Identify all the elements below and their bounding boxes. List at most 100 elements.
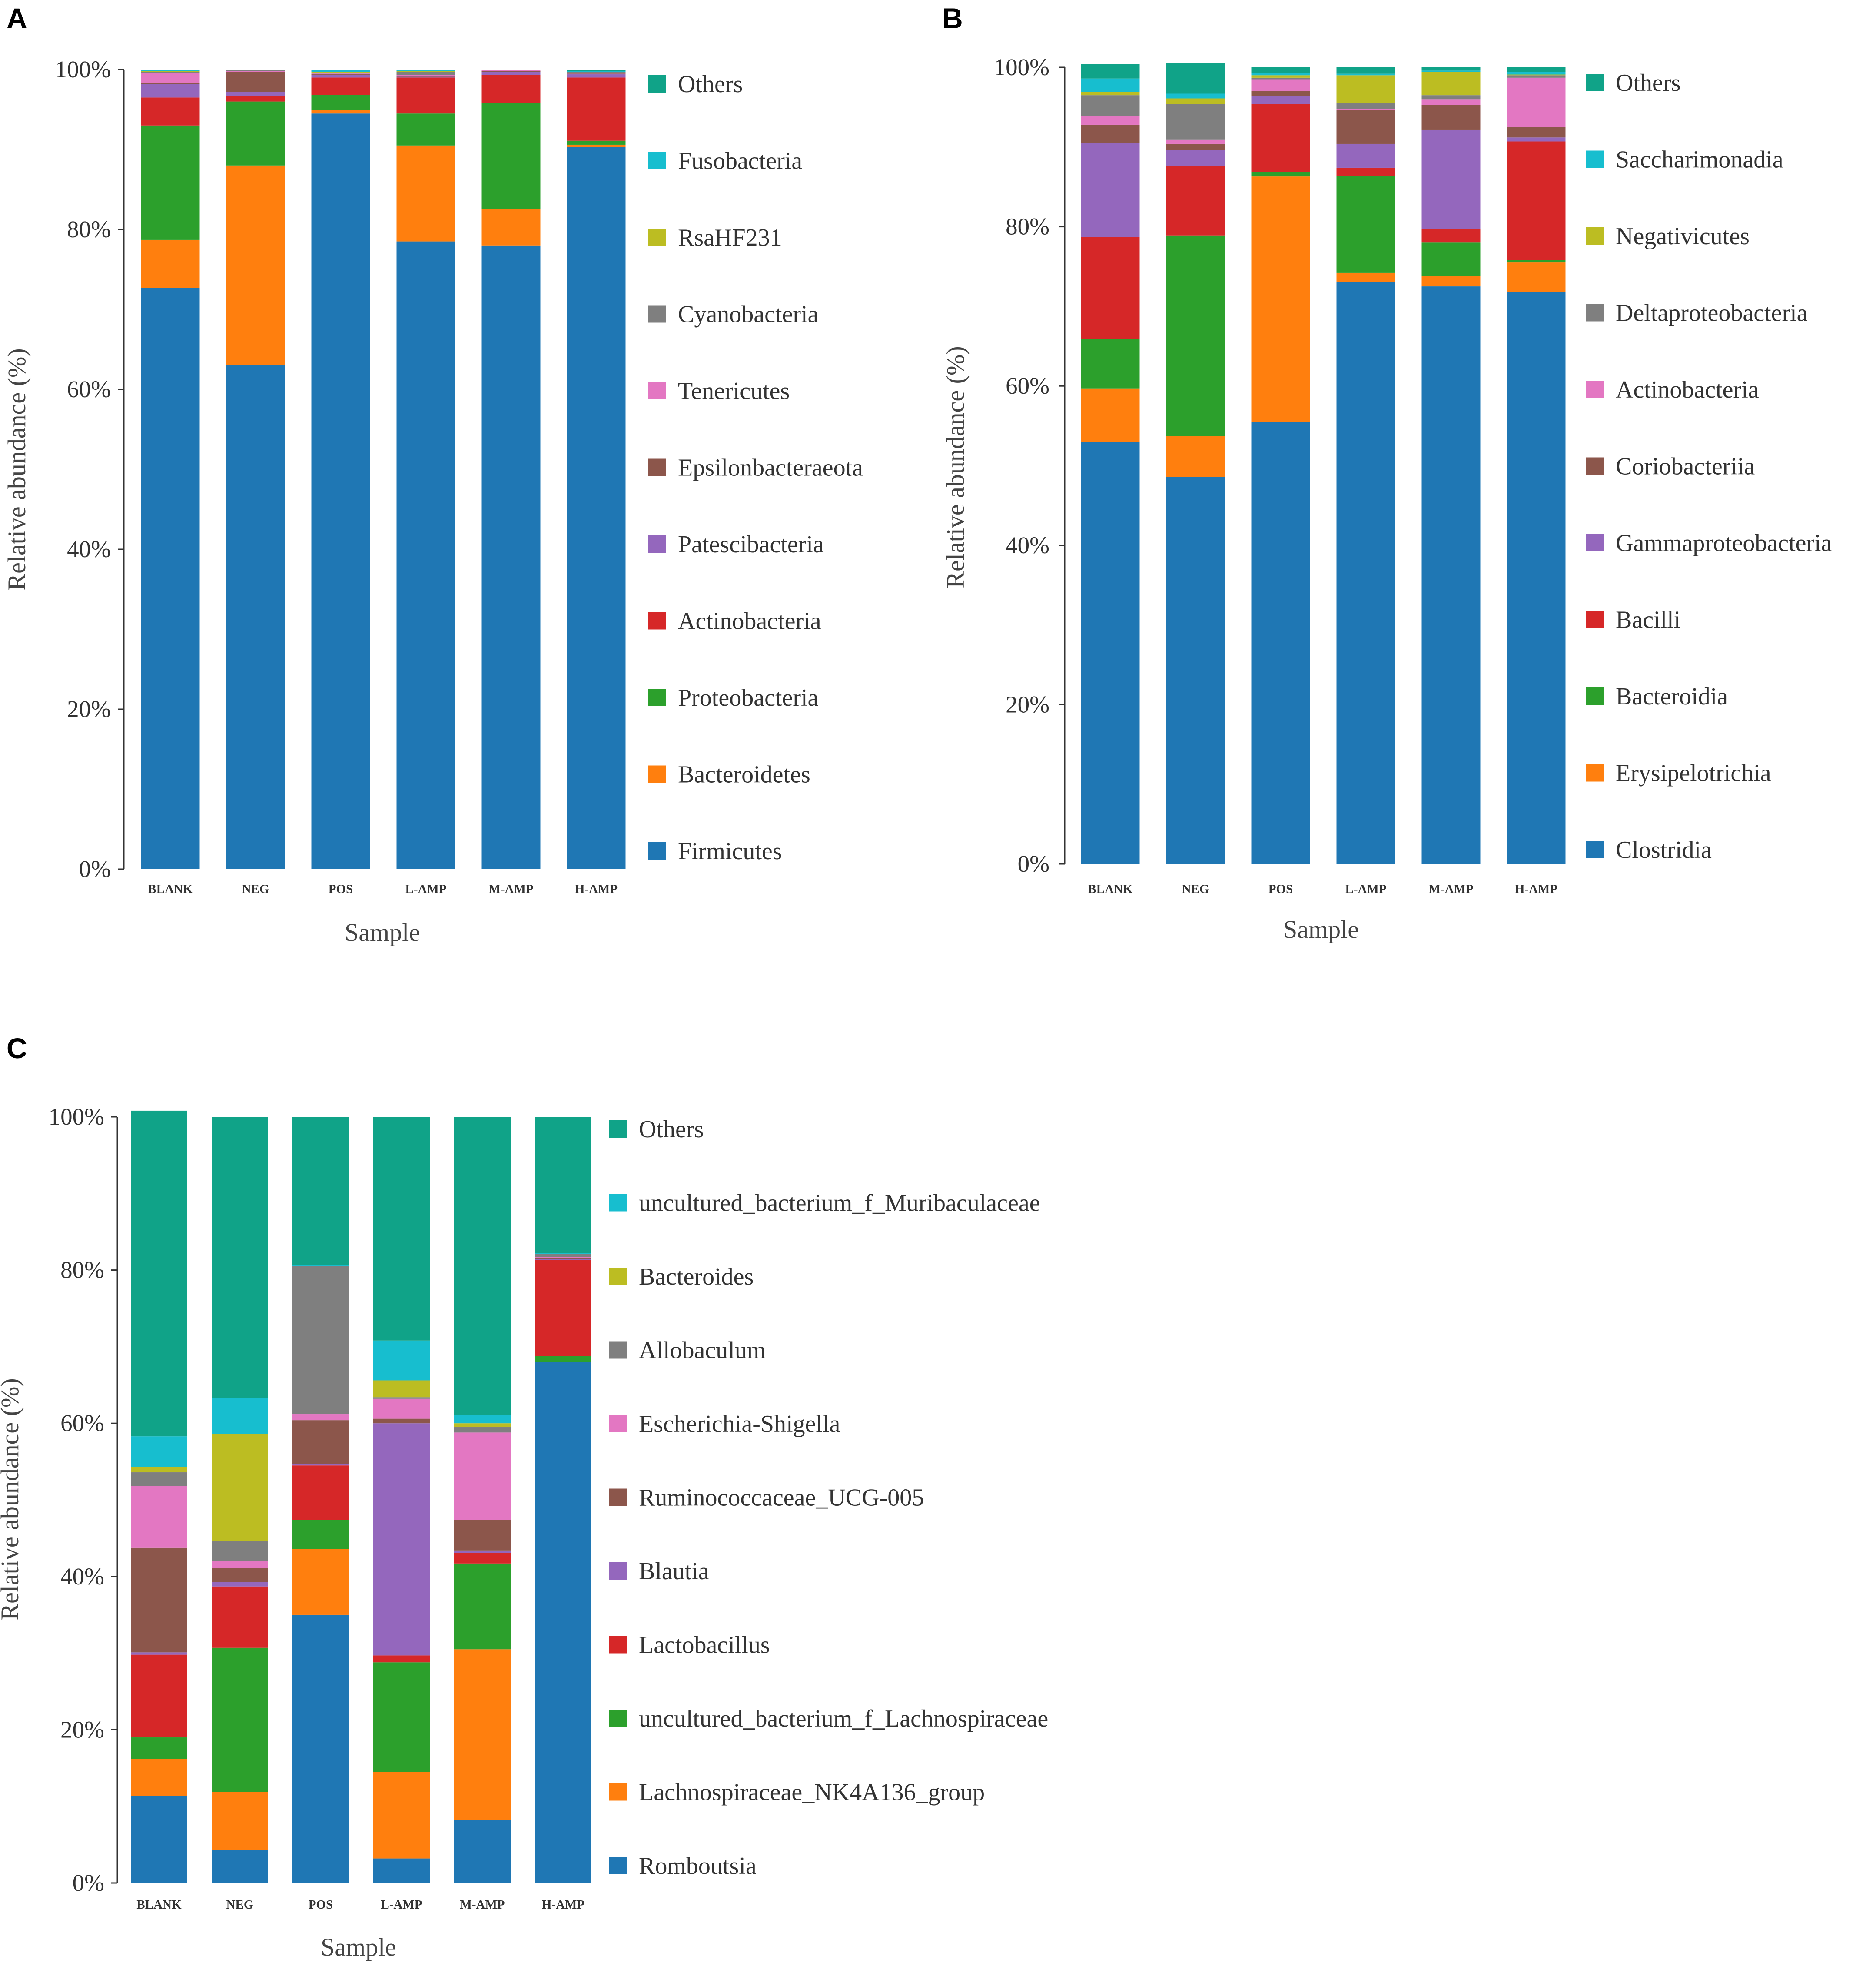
- panel-b-x-tick-label-l-amp: L-AMP: [1345, 882, 1386, 896]
- panel-c-legend-label-ruminococcaceae-ucg-005: Ruminococcaceae_UCG-005: [639, 1484, 924, 1511]
- panel-b-bar-h-amp-negativicutes: [1507, 74, 1566, 76]
- panel-c-bar-l-amp-romboutsia: [373, 1858, 430, 1883]
- panel-b-legend-swatch-deltaproteobacteria: [1586, 304, 1604, 322]
- panel-b-bar-l-amp-clostridia: [1336, 282, 1395, 864]
- panel-b-bar-l-amp-bacilli: [1336, 167, 1395, 176]
- panel-b-bar-h-amp-others: [1507, 67, 1566, 72]
- panel-a-legend-swatch-epsilonbacteraeota: [648, 458, 666, 476]
- panel-a-bar-m-amp-firmicutes: [481, 245, 541, 869]
- panel-a-bar-pos-fusobacteria: [311, 70, 370, 72]
- panel-a-bar-blank-cyanobacteria: [141, 72, 200, 73]
- panel-c-bar-neg-lachnospiraceae-nk4a136-group: [212, 1792, 268, 1850]
- panel-b-legend-swatch-negativicutes: [1586, 227, 1604, 245]
- panel-c-bar-l-amp-uncultured-bacterium-f-muribaculaceae: [373, 1340, 430, 1381]
- panel-b-bar-blank-erysipelotrichia: [1081, 388, 1140, 442]
- panel-a-legend-swatch-firmicutes: [648, 842, 666, 860]
- panel-c-bar-l-amp-allobaculum: [373, 1397, 430, 1399]
- panel-c-bar-pos-ruminococcaceae-ucg-005: [292, 1420, 349, 1464]
- panel-a-bar-neg-patescibacteria: [226, 92, 285, 96]
- panel-c-legend-swatch-romboutsia: [609, 1857, 627, 1874]
- panel-c-bar-neg-romboutsia: [212, 1850, 268, 1883]
- panel-b-bar-m-amp-gammaproteobacteria: [1421, 129, 1481, 229]
- panel-b-y-tick-label: 40%: [1006, 532, 1049, 558]
- panel-b-bar-pos-actinobacteria: [1251, 79, 1310, 91]
- panel-b-legend-label-others: Others: [1616, 70, 1680, 96]
- panel-b-bar-m-amp-bacteroidia: [1421, 242, 1481, 276]
- panel-c-x-tick-label-pos: POS: [309, 1898, 333, 1912]
- panel-c-legend-label-lactobacillus: Lactobacillus: [639, 1632, 770, 1659]
- panel-b-legend-swatch-actinobacteria: [1586, 381, 1604, 398]
- panel-b-bar-h-amp-deltaproteobacteria: [1507, 75, 1566, 78]
- panel-a-bar-m-amp-patescibacteria: [481, 72, 541, 75]
- panel-a-y-tick-label: 40%: [67, 536, 111, 562]
- panel-c-x-tick-label-blank: BLANK: [136, 1898, 182, 1912]
- panel-a-bar-m-amp-actinobacteria: [481, 75, 541, 103]
- panel-c-bar-l-amp-lactobacillus: [373, 1655, 430, 1663]
- panel-a-bar-neg-actinobacteria: [226, 96, 285, 102]
- panel-c-bar-l-amp-blautia: [373, 1423, 430, 1656]
- panel-c-bar-blank-ruminococcaceae-ucg-005: [131, 1547, 187, 1653]
- panel-c-legend-swatch-escherichia-shigella: [609, 1415, 627, 1432]
- panel-c-legend-swatch-lachnospiraceae-nk4a136-group: [609, 1783, 627, 1801]
- panel-a-bar-blank-actinobacteria: [141, 97, 200, 126]
- panel-b-bar-blank-bacteroidia: [1081, 339, 1140, 389]
- panel-c-bar-neg-allobaculum: [212, 1541, 268, 1561]
- panel-a-bar-l-amp-firmicutes: [396, 241, 455, 869]
- panel-b-x-tick-label-blank: BLANK: [1088, 882, 1133, 896]
- panel-a-y-axis-title: Relative abundance (%): [3, 348, 31, 590]
- panel-a-bar-pos-bacteroidetes: [311, 110, 370, 114]
- panel-c-bar-blank-allobaculum: [131, 1472, 187, 1486]
- panel-c-bar-h-amp-lactobacillus: [535, 1260, 591, 1356]
- panel-c-bar-m-amp-lachnospiraceae-nk4a136-group: [454, 1649, 511, 1820]
- panel-b-bar-neg-actinobacteria: [1166, 139, 1225, 144]
- panel-c-y-tick-label: 40%: [60, 1563, 104, 1590]
- panel-a-bar-l-amp-patescibacteria: [396, 76, 455, 78]
- panel-a-legend-swatch-tenericutes: [648, 382, 666, 399]
- panel-b-bar-blank-clostridia: [1081, 442, 1140, 864]
- panel-a-bar-l-amp-cyanobacteria: [396, 72, 455, 75]
- panel-b-bar-neg-clostridia: [1166, 477, 1225, 864]
- panel-a-y-tick-label: 60%: [67, 376, 111, 402]
- panel-b-bar-pos-erysipelotrichia: [1251, 176, 1310, 422]
- panel-b-legend-label-actinobacteria: Actinobacteria: [1616, 376, 1759, 403]
- panel-a-bar-blank-bacteroidetes: [141, 239, 200, 288]
- panel-a-y-tick-label: 100%: [55, 56, 111, 83]
- panel-b-x-tick-label-neg: NEG: [1182, 882, 1209, 896]
- panel-b-bar-neg-gammaproteobacteria: [1166, 150, 1225, 166]
- panel-b-bar-pos-gammaproteobacteria: [1251, 96, 1310, 104]
- panel-b-bar-l-amp-deltaproteobacteria: [1336, 103, 1395, 109]
- panel-a-bar-h-amp-cyanobacteria: [567, 72, 626, 73]
- panel-b-legend-label-erysipelotrichia: Erysipelotrichia: [1616, 760, 1771, 787]
- panel-a-legend-swatch-fusobacteria: [648, 152, 666, 169]
- panel-a-legend-label-fusobacteria: Fusobacteria: [678, 148, 802, 175]
- panel-a-legend-swatch-rsahf231: [648, 229, 666, 246]
- panel-c-bar-h-amp-uncultured-bacterium-f-lachnospiraceae: [535, 1356, 591, 1362]
- panel-a-legend-swatch-proteobacteria: [648, 689, 666, 706]
- panel-b-bar-h-amp-coriobacteriia: [1507, 127, 1566, 138]
- panel-a-bar-l-amp-epsilonbacteraeota: [396, 76, 455, 77]
- panel-a-bar-m-amp-bacteroidetes: [481, 209, 541, 246]
- panel-a-bar-pos-patescibacteria: [311, 75, 370, 78]
- panel-b-legend-label-negativicutes: Negativicutes: [1616, 223, 1750, 250]
- panel-b-bar-pos-saccharimonadia: [1251, 73, 1310, 76]
- panel-a-bar-h-amp-others: [567, 70, 626, 71]
- panel-b-bar-h-amp-clostridia: [1507, 292, 1566, 864]
- panel-b-bar-h-amp-erysipelotrichia: [1507, 262, 1566, 292]
- panel-c-legend-swatch-uncultured-bacterium-f-lachnospiraceae: [609, 1710, 627, 1727]
- panel-c-y-tick-label: 60%: [60, 1410, 104, 1436]
- panel-b-bar-l-amp-coriobacteriia: [1336, 110, 1395, 144]
- panel-a-bar-h-amp-epsilonbacteraeota: [567, 73, 626, 75]
- panel-a-bar-blank-epsilonbacteraeota: [141, 83, 200, 84]
- panel-a-chart: A Relative abundance (%) Sample BLANK NEG…: [3, 2, 863, 946]
- panel-b-bar-blank-others: [1081, 64, 1140, 79]
- panel-c-bar-pos-uncultured-bacterium-f-muribaculaceae: [292, 1265, 349, 1266]
- panel-c-bar-m-amp-uncultured-bacterium-f-muribaculaceae: [454, 1415, 511, 1424]
- panel-c-legend-swatch-blautia: [609, 1562, 627, 1580]
- panel-c-bar-pos-escherichia-shigella: [292, 1414, 349, 1421]
- panel-b-bar-pos-coriobacteriia: [1251, 91, 1310, 96]
- panel-a-bar-blank-fusobacteria: [141, 70, 200, 71]
- panel-b-bar-l-amp-bacteroidia: [1336, 176, 1395, 273]
- panel-b-bar-h-amp-actinobacteria: [1507, 77, 1566, 127]
- panel-c-legend-label-bacteroides: Bacteroides: [639, 1263, 754, 1290]
- panel-b-bar-pos-bacteroidia: [1251, 172, 1310, 177]
